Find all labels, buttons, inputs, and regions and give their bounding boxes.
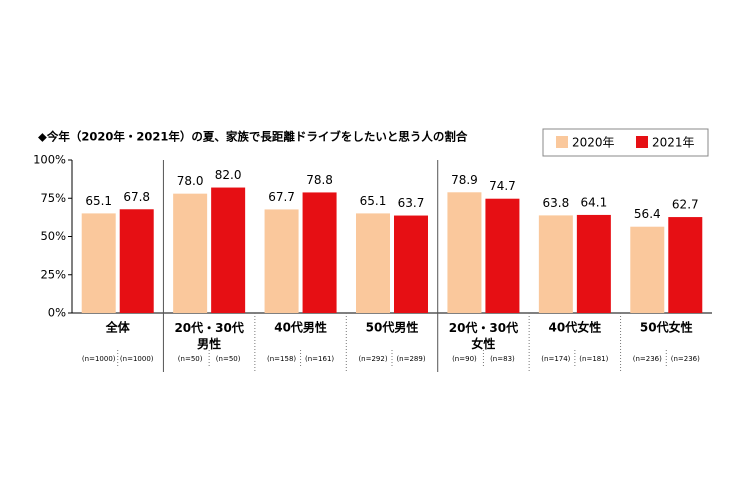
value-label: 62.7 <box>672 198 699 212</box>
value-label: 65.1 <box>360 194 387 208</box>
value-label: 67.8 <box>123 190 150 204</box>
sample-size: (n=236) <box>633 355 662 363</box>
sample-size: (n=174) <box>541 355 570 363</box>
legend-label: 2021年 <box>652 136 695 150</box>
bar <box>447 192 482 313</box>
x-tick-label: 40代男性 <box>274 320 327 335</box>
sample-size: (n=289) <box>396 355 425 363</box>
y-tick-label: 100% <box>33 153 66 167</box>
legend-swatch <box>556 136 568 148</box>
value-label: 63.7 <box>398 196 425 210</box>
value-label: 65.1 <box>85 194 112 208</box>
chart-title: ◆今年（2020年・2021年）の夏、家族で長距離ドライブをしたいと思う人の割合 <box>38 130 468 144</box>
value-label: 64.1 <box>580 195 607 209</box>
value-label: 67.7 <box>268 190 295 204</box>
x-tick-label: 40代女性 <box>549 320 602 335</box>
bar <box>356 213 390 313</box>
value-label: 56.4 <box>634 207 661 221</box>
x-tick-label: 50代男性 <box>366 320 419 335</box>
sample-size: (n=236) <box>671 355 700 363</box>
sample-size: (n=83) <box>490 355 515 363</box>
legend-swatch <box>636 136 648 148</box>
bar <box>81 213 116 313</box>
bar <box>668 217 703 313</box>
legend-label: 2020年 <box>572 136 615 150</box>
sample-size: (n=158) <box>267 355 296 363</box>
legend-box <box>542 128 709 157</box>
bar <box>394 215 428 313</box>
x-tick-label: 全体 <box>105 320 131 335</box>
bar <box>538 215 573 313</box>
bar <box>302 192 337 313</box>
bar <box>630 226 665 313</box>
sample-size: (n=292) <box>358 355 387 363</box>
y-tick-label: 50% <box>40 229 66 243</box>
sample-size: (n=90) <box>452 355 477 363</box>
bar <box>485 198 520 313</box>
bar <box>173 193 208 313</box>
sample-size: (n=1000) <box>120 355 154 363</box>
y-tick-label: 75% <box>40 191 66 205</box>
y-tick-label: 25% <box>40 267 66 281</box>
y-tick-label: 0% <box>48 306 66 320</box>
value-label: 78.9 <box>451 173 478 187</box>
bar <box>211 187 246 313</box>
sample-size: (n=50) <box>178 355 203 363</box>
value-label: 63.8 <box>542 196 569 210</box>
value-label: 78.0 <box>177 174 204 188</box>
x-tick-label: 20代・30代女性 <box>449 320 518 351</box>
bar <box>119 209 154 313</box>
x-tick-label: 50代女性 <box>640 320 693 335</box>
value-label: 74.7 <box>489 179 516 193</box>
sample-size: (n=161) <box>305 355 334 363</box>
value-label: 78.8 <box>306 173 333 187</box>
sample-size: (n=50) <box>216 355 241 363</box>
value-label: 82.0 <box>215 168 242 182</box>
sample-size: (n=1000) <box>82 355 116 363</box>
bar <box>264 209 299 313</box>
bar <box>576 214 611 313</box>
sample-size: (n=181) <box>579 355 608 363</box>
x-tick-label: 20代・30代男性 <box>174 320 243 351</box>
